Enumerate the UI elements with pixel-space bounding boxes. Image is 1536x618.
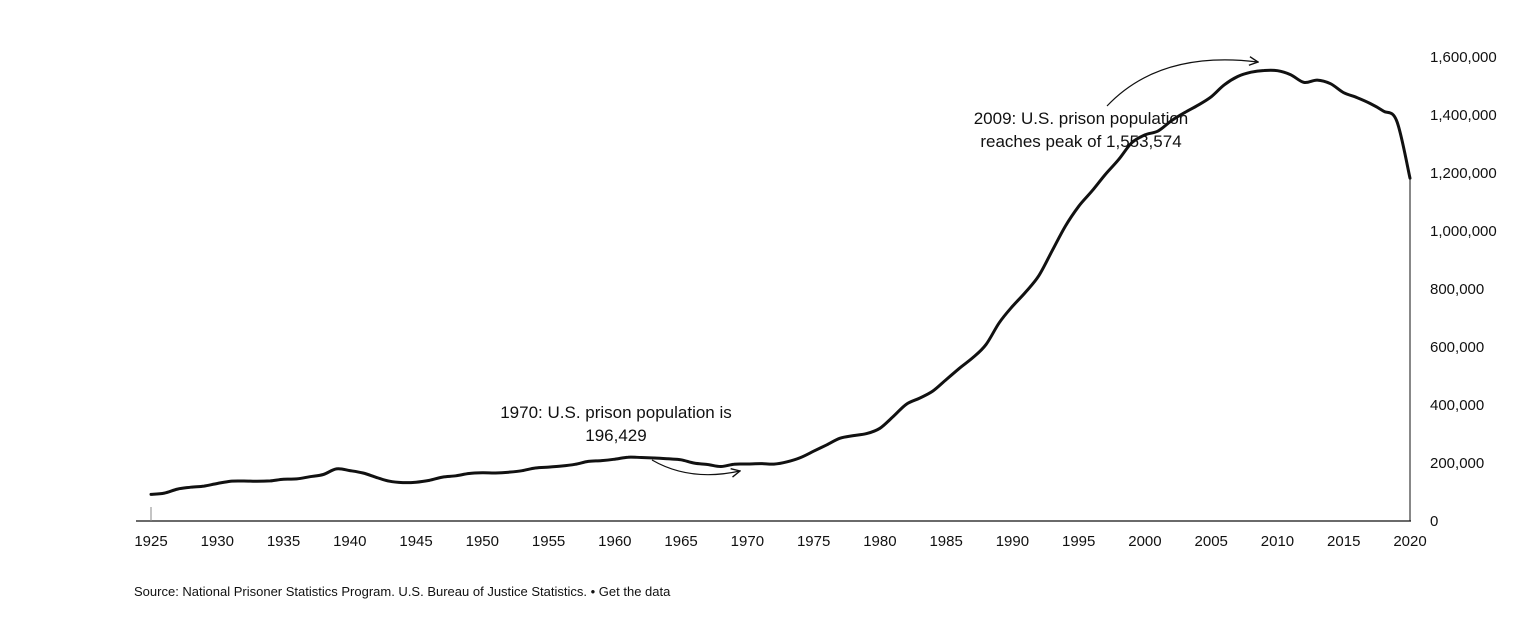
y-tick-label: 400,000	[1430, 397, 1484, 414]
source-separator: •	[587, 584, 599, 599]
y-tick-label: 200,000	[1430, 455, 1484, 472]
x-tick-label: 1930	[201, 533, 234, 550]
annotation-text: 2009: U.S. prison population	[974, 109, 1189, 128]
x-tick-label: 2015	[1327, 533, 1360, 550]
x-tick-label: 1990	[996, 533, 1029, 550]
y-tick-label: 1,400,000	[1430, 107, 1497, 124]
x-tick-label: 1935	[267, 533, 300, 550]
source-note: Source: National Prisoner Statistics Pro…	[134, 584, 670, 599]
y-tick-label: 1,000,000	[1430, 223, 1497, 240]
x-tick-label: 1975	[797, 533, 830, 550]
x-tick-label: 1940	[333, 533, 366, 550]
annotation-text: 1970: U.S. prison population is	[500, 403, 732, 422]
series-layer	[149, 68, 1412, 496]
source-text: Source: National Prisoner Statistics Pro…	[134, 584, 588, 599]
annotation-text: reaches peak of 1,553,574	[980, 132, 1181, 151]
y-tick-label: 1,200,000	[1430, 165, 1497, 182]
axes: 1925 1930 1935 1940 1945 1950 1955 1960 1965 1970…	[134, 49, 1496, 550]
x-tick-label: 1980	[863, 533, 896, 550]
x-tick-label: 1960	[598, 533, 631, 550]
x-tick-label: 1955	[532, 533, 565, 550]
y-tick-label: 600,000	[1430, 339, 1484, 356]
population-line	[149, 68, 1412, 496]
annotation-text: 196,429	[585, 426, 646, 445]
annotation-arrow	[1106, 60, 1258, 107]
x-tick-label: 1925	[134, 533, 167, 550]
annotation-arrow	[651, 459, 740, 475]
x-tick-label: 1970	[731, 533, 764, 550]
x-tick-label: 2000	[1128, 533, 1161, 550]
annotations-layer: 1970: U.S. prison population is 196,429 20…	[500, 60, 1258, 475]
y-tick-label: 0	[1430, 513, 1438, 530]
x-tick-label: 1985	[929, 533, 962, 550]
x-tick-label: 1965	[664, 533, 697, 550]
x-tick-label: 1995	[1062, 533, 1095, 550]
x-tick-label: 2010	[1261, 533, 1294, 550]
y-tick-label: 800,000	[1430, 281, 1484, 298]
x-tick-label: 1950	[466, 533, 499, 550]
x-tick-label: 2005	[1195, 533, 1228, 550]
y-tick-label: 1,600,000	[1430, 49, 1497, 66]
x-tick-label: 1945	[399, 533, 432, 550]
get-the-data-link[interactable]: Get the data	[598, 584, 671, 599]
x-tick-label: 2020	[1393, 533, 1426, 550]
